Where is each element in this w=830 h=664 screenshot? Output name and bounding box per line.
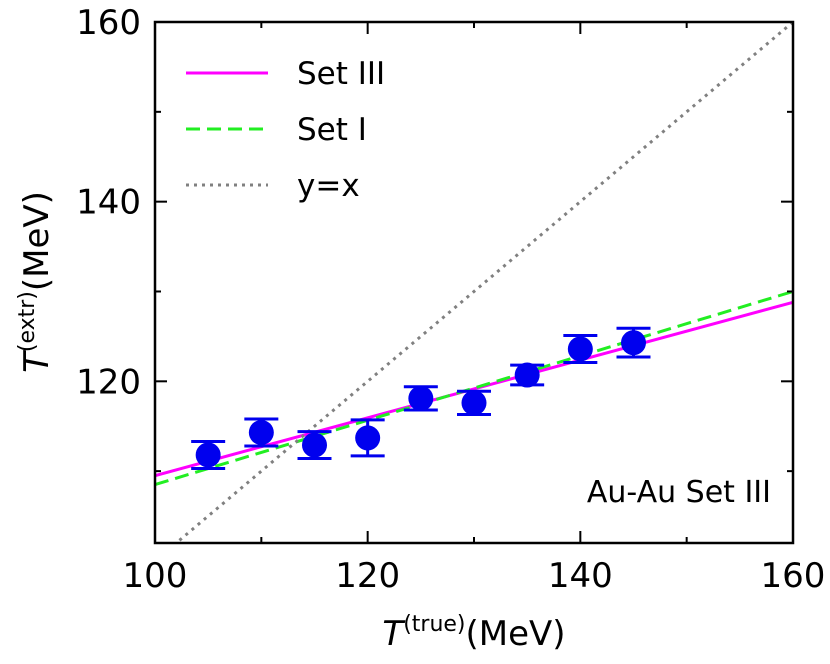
point-marker: [408, 385, 434, 411]
y-tick-label: 140: [76, 183, 141, 223]
data-point: [297, 430, 332, 461]
legend-label: y=x: [297, 168, 360, 204]
x-axis-label: T(true)(MeV): [382, 612, 565, 654]
axis-ticks: 100 120 140 160 120 140 160: [76, 3, 825, 596]
annotation: Au-Au Set III: [587, 475, 771, 510]
data-point: [563, 333, 598, 364]
x-tick-label: 140: [548, 556, 613, 596]
y-tick-label: 120: [76, 362, 141, 402]
data-point: [457, 389, 491, 417]
point-marker: [195, 442, 221, 468]
data-point: [244, 417, 279, 448]
data-point: [403, 385, 438, 412]
point-marker: [621, 330, 646, 356]
data-point: [616, 326, 651, 359]
point-marker: [461, 390, 487, 416]
point-marker: [355, 425, 381, 451]
legend-entry: Set III: [186, 56, 385, 92]
data-point: [191, 439, 226, 470]
legend-label: Set I: [297, 112, 367, 148]
series-line-set-i: [155, 290, 793, 487]
data-points: [191, 326, 651, 470]
point-marker: [248, 420, 274, 446]
x-tick-label: 160: [761, 556, 826, 596]
series-line-set-iii: [155, 300, 793, 478]
point-marker: [567, 336, 593, 362]
legend-entry: y=x: [186, 168, 360, 204]
legend-label: Set III: [297, 56, 385, 92]
x-tick-label: 100: [123, 556, 188, 596]
legend-entry: Set I: [186, 112, 367, 148]
legend: Set III Set I y=x: [186, 56, 385, 204]
point-marker: [514, 362, 540, 388]
x-tick-label: 120: [335, 556, 400, 596]
data-point: [510, 362, 545, 388]
y-axis-label: T(extr)(MeV): [15, 191, 57, 373]
series-line-y-x: [173, 22, 793, 543]
point-marker: [302, 432, 327, 458]
y-tick-label: 160: [76, 3, 141, 43]
data-point: [350, 418, 385, 458]
plot-frame: [153, 20, 795, 545]
